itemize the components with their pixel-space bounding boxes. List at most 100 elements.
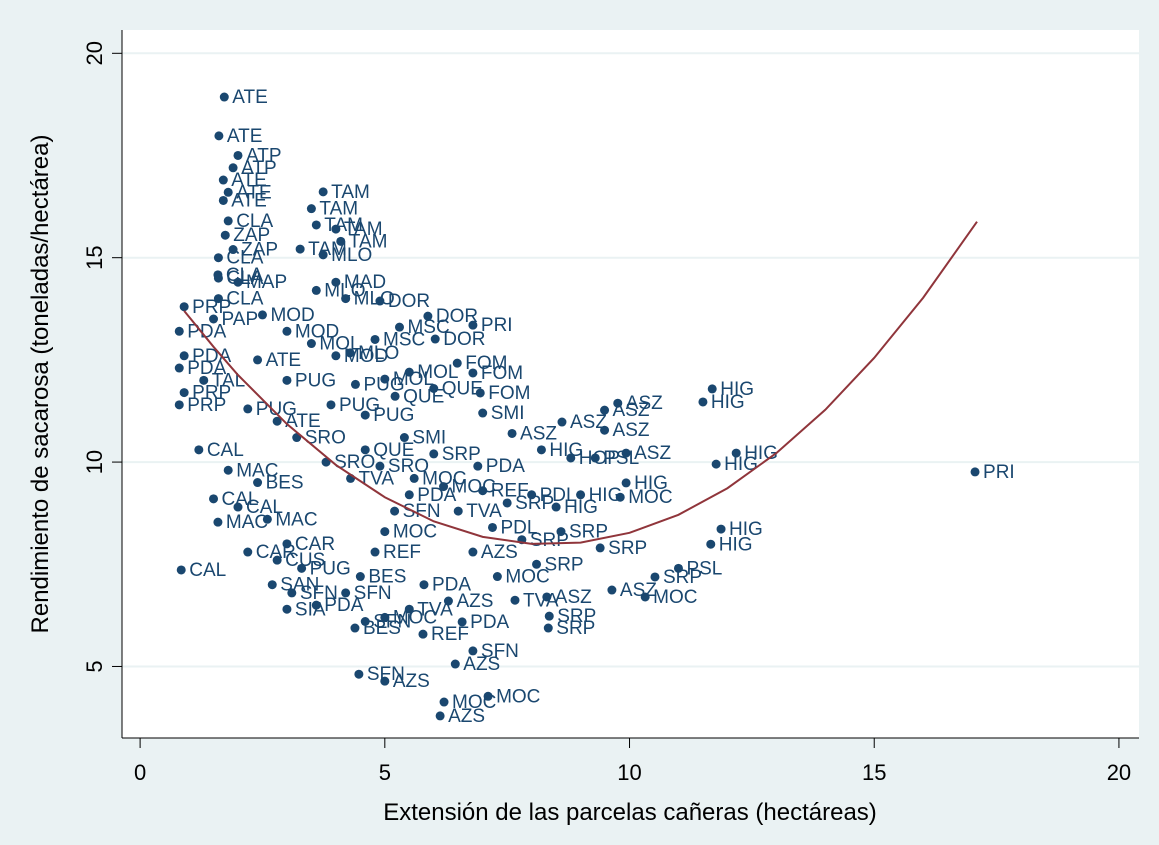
point (483, 691, 493, 701)
point (220, 230, 230, 240)
point-label: ASZ (520, 423, 557, 444)
point (380, 612, 390, 622)
point-label: MAC (236, 460, 278, 481)
point-label: PDA (324, 595, 363, 616)
point-label: ASZ (634, 443, 671, 464)
point (218, 175, 228, 185)
point-label: HIG (589, 485, 623, 506)
x-axis-title: Extensión de las parcelas cañeras (hectá… (383, 799, 877, 826)
point (209, 314, 219, 324)
point-label: SFN (373, 612, 411, 633)
point-label: AZS (463, 654, 500, 675)
point (607, 585, 617, 595)
y-tick-label: 5 (82, 660, 107, 672)
point-label: DOR (436, 306, 478, 327)
point (233, 502, 243, 512)
point (390, 391, 400, 401)
point-label: MOC (422, 468, 466, 489)
point-label: SIA (295, 599, 326, 620)
point (542, 592, 552, 602)
y-axis-title: Rendimiento de sacarosa (toneladas/hectá… (27, 135, 54, 634)
point (707, 384, 717, 394)
point (174, 363, 184, 373)
point-label: MOD (295, 321, 339, 342)
point (228, 245, 238, 255)
point-label: FOM (481, 363, 523, 384)
point (218, 195, 228, 205)
point-label: ATP (241, 158, 277, 179)
point (673, 563, 683, 573)
point (253, 478, 263, 488)
point (179, 388, 189, 398)
point (399, 433, 409, 443)
point (341, 588, 351, 598)
point-label: PRP (192, 383, 231, 404)
point (380, 676, 390, 686)
point (590, 453, 600, 463)
point (174, 326, 184, 336)
point-label: TVA (359, 468, 395, 489)
point (429, 383, 439, 393)
point (223, 216, 233, 226)
point (507, 428, 517, 438)
x-tick-label: 15 (862, 760, 886, 785)
point (600, 405, 610, 415)
point (430, 334, 440, 344)
x-tick-label: 20 (1107, 760, 1131, 785)
point-label: TAM (319, 199, 358, 220)
point-label: MOC (393, 522, 437, 543)
point (711, 459, 721, 469)
point (282, 326, 292, 336)
point-label: REF (491, 481, 529, 502)
point (272, 555, 282, 565)
point (487, 522, 497, 532)
point-label: MAD (344, 272, 386, 293)
point-label: ASZ (613, 420, 650, 441)
point-label: HIG (711, 392, 745, 413)
point-label: HIG (724, 454, 758, 475)
point (532, 559, 542, 569)
point (297, 563, 307, 573)
point-label: ATP (246, 146, 282, 167)
x-tick-label: 0 (134, 760, 146, 785)
point (233, 277, 243, 287)
point-label: PDA (432, 575, 471, 596)
point-label: SRP (569, 522, 608, 543)
point-label: FOM (488, 383, 530, 404)
point (435, 711, 445, 721)
point-label: CAL (207, 440, 244, 461)
point (331, 277, 341, 287)
point-label: MOL (417, 362, 458, 383)
point (418, 629, 428, 639)
point-label: MAC (226, 512, 268, 533)
point-label: BES (368, 567, 406, 588)
point-label: SRO (305, 428, 346, 449)
point (429, 449, 439, 459)
point-label: CLA (236, 211, 273, 232)
point (370, 547, 380, 557)
point (468, 646, 478, 656)
point-label: BES (266, 473, 304, 494)
point-label: QUE (373, 440, 414, 461)
point-label: PUG (295, 370, 336, 391)
point-label: SMI (491, 403, 525, 424)
point-label: TVA (417, 599, 453, 620)
point-label: PDA (192, 346, 231, 367)
point-label: ZAP (241, 240, 278, 261)
point-label: MOC (452, 692, 496, 713)
point-label: PDA (187, 358, 226, 379)
point-label: DOR (388, 291, 430, 312)
point-label: HIG (564, 497, 598, 518)
point (350, 379, 360, 389)
point-label: SFN (403, 501, 441, 522)
point (527, 490, 537, 500)
point-label: PRP (192, 297, 231, 318)
point (350, 623, 360, 633)
point-label: CAR (256, 542, 296, 563)
point-label: CAL (222, 489, 259, 510)
y-tick-label: 10 (82, 450, 107, 474)
point-label: ATE (227, 126, 263, 147)
point (600, 425, 610, 435)
point (331, 351, 341, 361)
point (566, 453, 576, 463)
